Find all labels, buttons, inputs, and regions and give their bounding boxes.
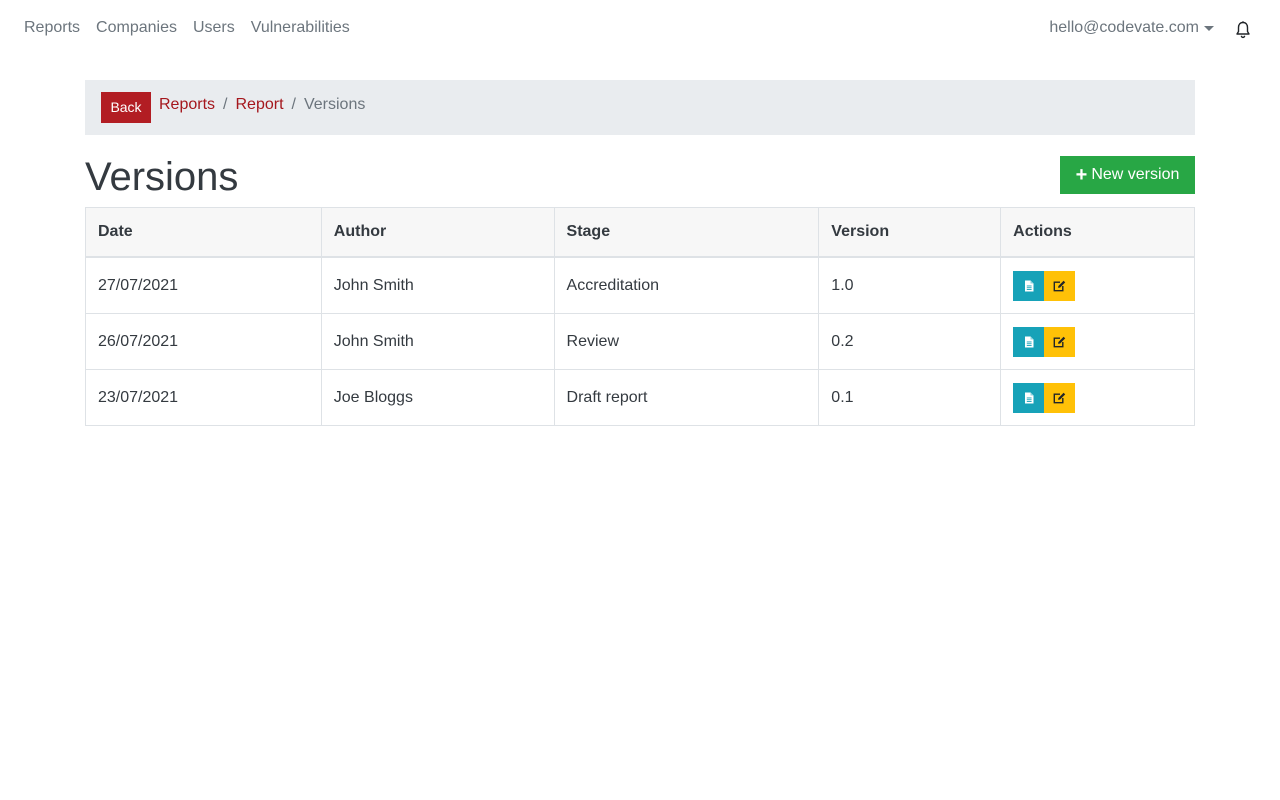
edit-icon [1053,392,1066,403]
cell-author: Joe Bloggs [320,369,555,426]
column-header-actions: Actions [1000,207,1195,258]
nav-link-companies[interactable]: Companies [96,19,177,36]
edit-icon [1053,336,1066,347]
column-header-stage: Stage [553,207,820,258]
nav-link-users[interactable]: Users [192,19,235,36]
table-row: 23/07/2021 Joe Bloggs Draft report 0.1 [85,369,1195,426]
page-title: Versions [85,155,239,199]
edit-version-button[interactable] [1044,270,1076,301]
breadcrumb-separator: / [223,96,228,113]
cell-version: 1.0 [818,256,1002,314]
main-nav: Reports Companies Users Vulnerabilities [24,18,366,38]
cell-date: 27/07/2021 [85,256,322,314]
user-menu-dropdown[interactable]: hello@codevate.com [1049,18,1214,38]
cell-author: John Smith [320,256,555,314]
user-email: hello@codevate.com [1049,19,1199,36]
cell-actions [1000,313,1195,370]
column-header-date: Date [85,207,322,258]
new-version-button[interactable]: + New version [1060,156,1195,194]
cell-stage: Draft report [553,369,820,426]
cell-actions [1000,256,1195,314]
cell-actions [1000,369,1195,426]
file-icon [1024,336,1034,347]
back-button[interactable]: Back [101,92,151,123]
breadcrumb-link-reports[interactable]: Reports [159,96,216,113]
breadcrumb-trail: Reports / Report / Versions [159,95,365,115]
breadcrumb-current: Versions [303,96,366,113]
view-version-button[interactable] [1013,270,1045,301]
view-version-button[interactable] [1013,382,1045,413]
view-version-button[interactable] [1013,326,1045,357]
breadcrumb-separator: / [291,96,296,113]
plus-icon: + [1075,164,1088,186]
bell-icon[interactable] [1235,21,1251,39]
file-icon [1024,280,1034,291]
nav-link-reports[interactable]: Reports [24,19,81,36]
breadcrumb-link-report[interactable]: Report [235,96,284,113]
cell-author: John Smith [320,313,555,370]
table-row: 26/07/2021 John Smith Review 0.2 [85,313,1195,370]
cell-version: 0.2 [818,313,1002,370]
breadcrumb: Back Reports / Report / Versions [85,80,1195,135]
edit-icon [1053,280,1066,291]
cell-stage: Review [553,313,820,370]
cell-stage: Accreditation [553,256,820,314]
edit-version-button[interactable] [1044,382,1076,413]
table-header-row: Date Author Stage Version Actions [85,207,1195,258]
caret-down-icon [1204,26,1214,31]
column-header-author: Author [320,207,555,258]
cell-date: 23/07/2021 [85,369,322,426]
table-row: 27/07/2021 John Smith Accreditation 1.0 [85,256,1195,314]
nav-link-vulnerabilities[interactable]: Vulnerabilities [250,19,350,36]
edit-version-button[interactable] [1044,326,1076,357]
new-version-label: New version [1091,166,1180,183]
file-icon [1024,392,1034,403]
cell-version: 0.1 [818,369,1002,426]
versions-table: Date Author Stage Version Actions 27/07/… [85,207,1195,426]
top-navbar: Reports Companies Users Vulnerabilities … [0,0,1280,56]
cell-date: 26/07/2021 [85,313,322,370]
column-header-version: Version [818,207,1002,258]
